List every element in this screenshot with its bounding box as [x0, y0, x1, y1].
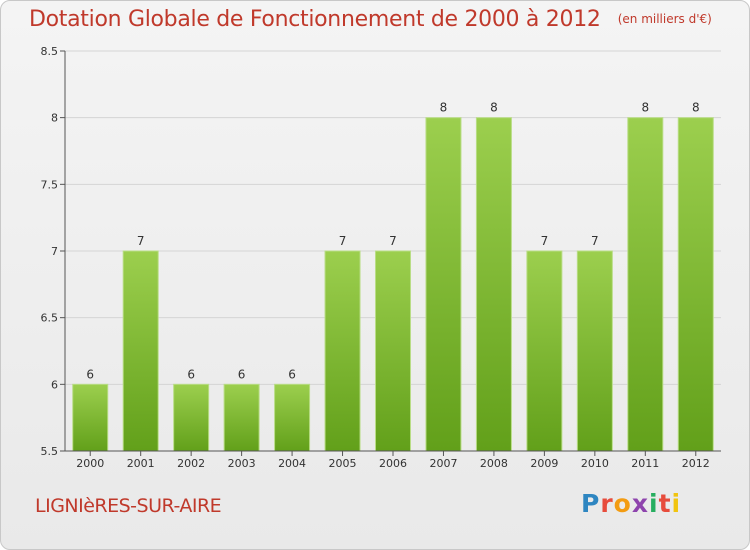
chart-title: Dotation Globale de Fonctionnement de 20… [29, 7, 601, 32]
logo-letter: P [581, 489, 601, 518]
y-tick-label: 6 [51, 378, 58, 391]
bar-value-label: 6 [187, 367, 195, 381]
x-tick-label: 2005 [329, 457, 357, 470]
bar [173, 383, 210, 452]
bar-value-label: 6 [288, 367, 296, 381]
bar-value-label: 8 [641, 101, 649, 115]
x-tick-label: 2003 [228, 457, 256, 470]
y-tick-label: 7.5 [41, 178, 59, 191]
x-tick-label: 2010 [581, 457, 609, 470]
y-tick-label: 6.5 [41, 312, 59, 325]
logo-letter: i [671, 489, 682, 518]
title-row: Dotation Globale de Fonctionnement de 20… [29, 7, 712, 32]
logo-letter: x [631, 489, 649, 518]
x-tick-label: 2004 [278, 457, 306, 470]
bar-value-label: 6 [86, 367, 94, 381]
x-tick-label: 2001 [127, 457, 155, 470]
y-tick-label: 8.5 [41, 45, 59, 58]
bar [627, 117, 664, 452]
proxiti-logo[interactable]: Proxiti [581, 489, 681, 518]
bar-value-label: 7 [591, 234, 599, 248]
bar-value-label: 6 [238, 367, 246, 381]
logo-letter: o [613, 489, 632, 518]
logo-letter: t [658, 489, 672, 518]
x-tick-label: 2007 [429, 457, 457, 470]
bar-value-label: 7 [389, 234, 397, 248]
bar [324, 250, 361, 452]
bar-value-label: 8 [490, 101, 498, 115]
y-tick-label: 8 [51, 112, 58, 125]
bar [274, 383, 311, 452]
bar [223, 383, 260, 452]
bar [122, 250, 159, 452]
x-tick-label: 2006 [379, 457, 407, 470]
bar-value-label: 8 [692, 101, 700, 115]
logo-letter: i [649, 489, 659, 518]
x-tick-label: 2002 [177, 457, 205, 470]
chart-subtitle: (en milliers d'€) [617, 12, 712, 26]
y-tick-label: 7 [51, 245, 58, 258]
x-tick-label: 2011 [631, 457, 659, 470]
y-tick-label: 5.5 [41, 445, 59, 458]
bar [576, 250, 613, 452]
x-tick-label: 2012 [682, 457, 710, 470]
bar-value-label: 7 [137, 234, 145, 248]
bar [72, 383, 109, 452]
bar [677, 117, 714, 452]
x-tick-label: 2008 [480, 457, 508, 470]
bar-value-label: 7 [541, 234, 549, 248]
bar [375, 250, 411, 452]
bar [475, 117, 512, 452]
bar-value-label: 7 [339, 234, 347, 248]
logo-letter: r [600, 489, 614, 518]
bar-value-label: 8 [440, 101, 448, 115]
bar [526, 250, 563, 452]
x-tick-label: 2000 [76, 457, 104, 470]
bar [425, 117, 462, 452]
x-tick-label: 2009 [530, 457, 558, 470]
commune-name: LIGNIèRES-SUR-AIRE [35, 495, 222, 517]
